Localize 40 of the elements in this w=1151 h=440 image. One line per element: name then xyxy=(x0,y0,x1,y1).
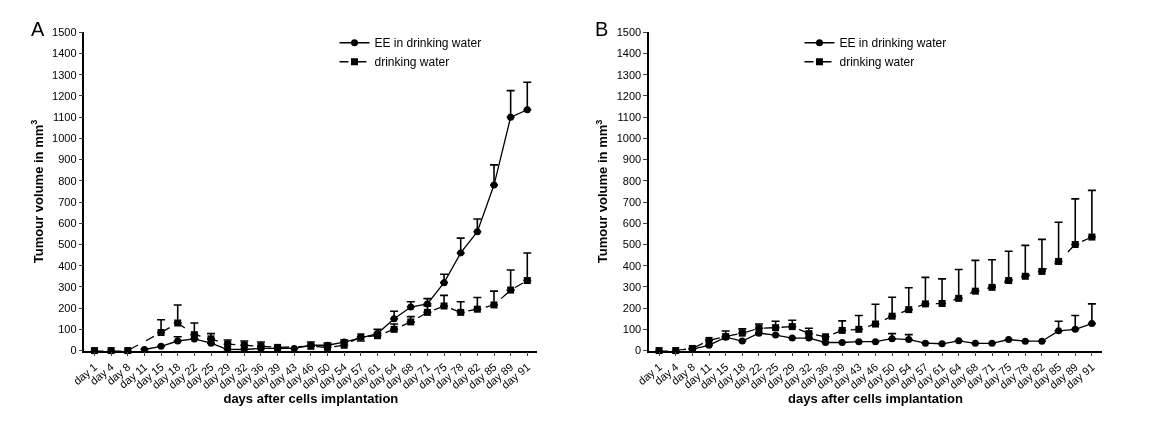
legend-label: drinking water xyxy=(839,55,915,70)
y-tick-label: 300 xyxy=(622,280,642,293)
y-tick-label: 200 xyxy=(622,301,642,314)
y-tick-label: 500 xyxy=(58,238,77,251)
y-tick-label: 0 xyxy=(635,344,642,357)
y-tick-label: 1100 xyxy=(617,111,642,124)
y-tick-label: 1000 xyxy=(52,132,77,145)
y-tick-label: 1400 xyxy=(616,47,642,60)
y-tick-label: 900 xyxy=(58,153,77,166)
legend-label: EE in drinking water xyxy=(374,36,482,51)
y-tick-label: 900 xyxy=(622,153,642,166)
y-tick-label: 1300 xyxy=(616,68,642,81)
y-tick-label: 700 xyxy=(622,195,642,208)
chart-title: B xyxy=(595,18,609,40)
x-axis-title: days after cells implantation xyxy=(788,391,963,407)
y-tick-label: 1000 xyxy=(616,132,642,145)
legend-label: EE in drinking water xyxy=(839,36,947,51)
y-tick-label: 100 xyxy=(622,323,642,336)
y-tick-label: 300 xyxy=(58,280,77,293)
y-tick-label: 800 xyxy=(58,174,77,187)
y-tick-label: 500 xyxy=(622,238,642,251)
x-axis-title: days after cells implantation xyxy=(223,391,399,407)
legend-label: drinking water xyxy=(374,55,450,70)
y-tick-label: 600 xyxy=(58,217,77,230)
y-tick-label: 800 xyxy=(622,174,642,187)
y-tick-label: 1100 xyxy=(52,111,77,124)
y-tick-label: 1200 xyxy=(616,89,642,102)
chart-title: A xyxy=(31,18,45,40)
y-tick-label: 600 xyxy=(622,217,642,230)
y-tick-label: 1500 xyxy=(52,26,77,39)
y-tick-label: 700 xyxy=(58,195,77,208)
y-tick-label: 1200 xyxy=(52,89,77,102)
y-tick-label: 1300 xyxy=(52,68,77,81)
y-tick-label: 1500 xyxy=(616,26,642,39)
y-tick-label: 400 xyxy=(58,259,77,272)
y-tick-label: 100 xyxy=(58,323,77,336)
y-tick-label: 1400 xyxy=(52,47,77,60)
y-tick-label: 200 xyxy=(58,301,77,314)
y-tick-label: 0 xyxy=(70,344,77,357)
y-tick-label: 400 xyxy=(622,259,642,272)
